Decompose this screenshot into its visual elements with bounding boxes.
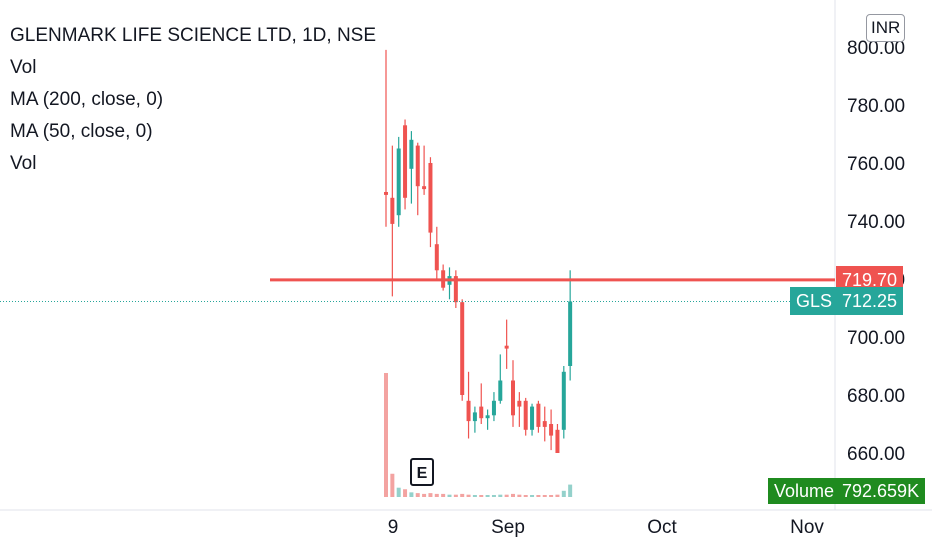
chart-legend: GLENMARK LIFE SCIENCE LTD, 1D, NSE Vol M… bbox=[10, 20, 376, 180]
volume-bar bbox=[561, 490, 566, 497]
legend-ma-50[interactable]: MA (50, close, 0) bbox=[10, 121, 153, 142]
candle-body bbox=[561, 371, 566, 430]
time-tick-label: Sep bbox=[491, 517, 525, 538]
volume-bar bbox=[409, 492, 414, 497]
volume-bar bbox=[472, 495, 477, 497]
candle-body bbox=[384, 192, 388, 195]
time-tick-label: Oct bbox=[647, 517, 677, 538]
volume-bar bbox=[428, 493, 433, 497]
candle-body bbox=[504, 345, 509, 349]
candle-body bbox=[536, 403, 541, 427]
volume-bar bbox=[460, 493, 465, 497]
candle-body bbox=[422, 186, 427, 190]
volume-bar bbox=[453, 494, 458, 497]
price-tick-label: 680.00 bbox=[847, 386, 905, 407]
price-axis[interactable]: 800.00780.00760.00740.00720.00700.00680.… bbox=[847, 38, 905, 465]
candle-body bbox=[498, 380, 503, 401]
horizontal-line-price: 719.70 bbox=[842, 269, 898, 290]
legend-volume-2[interactable]: Vol bbox=[10, 153, 37, 174]
price-tick-label: 660.00 bbox=[847, 444, 905, 465]
volume-bar bbox=[466, 494, 471, 497]
volume-value: 792.659K bbox=[842, 481, 920, 501]
volume-bar bbox=[517, 494, 522, 497]
candle-body bbox=[555, 429, 560, 453]
time-axis[interactable]: 9 Sep Oct Nov bbox=[388, 517, 825, 538]
candles bbox=[384, 49, 573, 453]
volume-bar bbox=[384, 373, 388, 497]
candle-body bbox=[453, 276, 458, 303]
candle-body bbox=[434, 244, 439, 271]
price-tick-label: 760.00 bbox=[847, 154, 905, 175]
volume-bar bbox=[447, 494, 452, 497]
last-price: 712.25 bbox=[842, 291, 898, 312]
candle-body bbox=[409, 139, 414, 169]
volume-name-tag: Volume bbox=[768, 478, 841, 504]
volume-bars bbox=[384, 373, 573, 497]
volume-bar bbox=[390, 473, 395, 497]
candle-body bbox=[479, 406, 484, 419]
symbol-label: GLS bbox=[796, 291, 833, 312]
price-tick-label: 800.00 bbox=[847, 38, 905, 59]
candle-body bbox=[428, 163, 433, 233]
candle-body bbox=[472, 412, 477, 422]
volume-bar bbox=[479, 495, 484, 497]
candle-body bbox=[511, 380, 515, 416]
symbol-tag: GLS bbox=[790, 287, 839, 316]
chart-title[interactable]: GLENMARK LIFE SCIENCE LTD, 1D, NSE bbox=[10, 25, 377, 46]
volume-bar bbox=[542, 495, 547, 497]
price-lines bbox=[0, 278, 835, 302]
candle-body bbox=[415, 145, 420, 187]
volume-bar bbox=[415, 493, 420, 497]
price-tick-label: 700.00 bbox=[847, 328, 905, 349]
volume-bar bbox=[491, 495, 496, 497]
volume-bar bbox=[498, 494, 503, 497]
candle-body bbox=[568, 301, 573, 366]
legend-ma-200[interactable]: MA (200, close, 0) bbox=[10, 89, 164, 110]
volume-bar bbox=[549, 495, 554, 497]
price-tick-label: 740.00 bbox=[847, 212, 905, 233]
volume-bar bbox=[403, 489, 408, 497]
volume-bar bbox=[568, 484, 573, 497]
volume-bar bbox=[536, 495, 541, 497]
candle-body bbox=[530, 406, 535, 430]
volume-bar bbox=[434, 493, 439, 497]
candle-body bbox=[390, 197, 395, 224]
candle-body bbox=[396, 148, 401, 216]
volume-value-tag: 792.659K bbox=[836, 478, 926, 504]
volume-name: Volume bbox=[774, 481, 835, 501]
volume-bar bbox=[523, 495, 528, 497]
legend-volume[interactable]: Vol bbox=[10, 57, 37, 78]
time-tick-label: 9 bbox=[388, 517, 399, 538]
volume-bar bbox=[441, 493, 446, 497]
price-tick-label: 780.00 bbox=[847, 96, 905, 117]
candle-body bbox=[542, 421, 547, 427]
candle-body bbox=[491, 400, 496, 416]
earnings-marker[interactable]: E bbox=[410, 458, 434, 486]
volume-bar bbox=[555, 494, 560, 497]
candle-body bbox=[523, 400, 528, 430]
volume-bar bbox=[530, 495, 535, 497]
candle-body bbox=[517, 400, 522, 407]
candle-body bbox=[549, 424, 554, 436]
volume-bar bbox=[511, 493, 515, 497]
currency-button[interactable]: INR bbox=[866, 14, 906, 42]
volume-bar bbox=[504, 494, 509, 497]
candle-body bbox=[403, 125, 408, 198]
candle-body bbox=[460, 302, 465, 395]
candle-body bbox=[466, 400, 471, 422]
volume-bar bbox=[485, 495, 490, 497]
candle-body bbox=[485, 415, 490, 419]
volume-bar bbox=[396, 487, 401, 497]
time-tick-label: Nov bbox=[790, 517, 824, 538]
volume-bar bbox=[422, 493, 427, 497]
last-price-tag: 712.25 bbox=[836, 287, 904, 316]
